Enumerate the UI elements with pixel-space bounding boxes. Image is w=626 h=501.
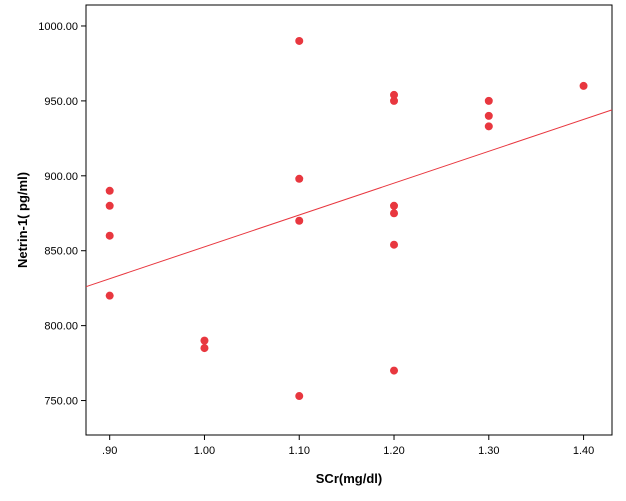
data-point: [105, 201, 114, 210]
data-point: [105, 291, 114, 300]
data-point: [484, 96, 493, 105]
data-point: [484, 111, 493, 120]
x-tick-label: 1.10: [289, 445, 310, 457]
data-point: [390, 240, 399, 249]
data-point: [579, 81, 588, 90]
data-point: [390, 90, 399, 99]
y-tick-label: 900.00: [44, 171, 78, 183]
data-point: [105, 186, 114, 195]
regression-line: [85, 109, 613, 288]
data-point: [295, 216, 304, 225]
x-axis: .90 1.00 1.10 1.20 1.30 1.40: [102, 435, 594, 457]
x-axis-title: SCr(mg/dl): [316, 471, 382, 486]
y-tick-label: 850.00: [44, 246, 78, 258]
data-point: [200, 336, 209, 345]
data-point: [484, 122, 493, 131]
data-point: [390, 209, 399, 218]
data-point: [295, 174, 304, 183]
data-point: [200, 344, 209, 353]
data-point: [295, 36, 304, 45]
y-tick-label: 950.00: [44, 96, 78, 108]
plot-area: [85, 4, 613, 436]
data-point: [390, 96, 399, 105]
y-tick-label: 800.00: [44, 321, 78, 333]
x-tick-label: .90: [102, 445, 117, 457]
x-tick-label: 1.30: [478, 445, 499, 457]
x-tick-label: 1.20: [383, 445, 404, 457]
y-axis-title: Netrin-1( pg/ml): [15, 172, 30, 268]
data-point: [105, 231, 114, 240]
y-tick-label: 750.00: [44, 396, 78, 408]
x-tick-label: 1.40: [573, 445, 594, 457]
data-points: [105, 36, 588, 401]
y-axis: 750.00 800.00 850.00 900.00 950.00 1000.00: [38, 21, 86, 408]
y-tick-label: 1000.00: [38, 21, 78, 33]
data-point: [390, 201, 399, 210]
x-tick-label: 1.00: [194, 445, 215, 457]
data-point: [295, 392, 304, 401]
data-point: [390, 366, 399, 375]
